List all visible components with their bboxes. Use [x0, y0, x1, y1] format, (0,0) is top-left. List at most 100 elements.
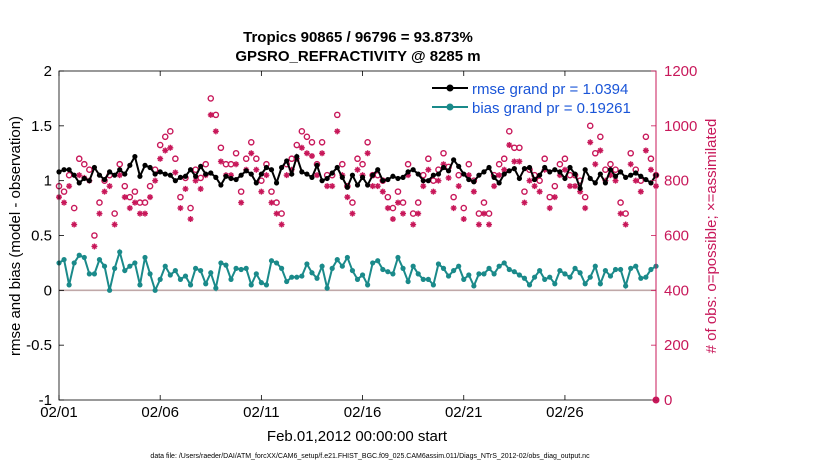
bias-marker — [370, 260, 376, 266]
bias-marker — [415, 271, 421, 277]
possible-marker — [455, 171, 462, 179]
rmse-marker — [228, 175, 234, 182]
possible-marker — [70, 204, 78, 212]
bias-marker — [537, 267, 543, 274]
bias-marker — [461, 276, 467, 282]
bias-marker — [562, 271, 568, 277]
bias-marker — [623, 283, 629, 289]
bias-marker — [299, 273, 305, 279]
possible-marker — [177, 193, 184, 201]
possible-marker — [60, 188, 68, 195]
rmse-marker — [476, 172, 482, 178]
possible-marker — [80, 160, 88, 168]
possible-marker — [440, 149, 447, 157]
rmse-marker — [445, 168, 452, 174]
bias-marker — [607, 273, 614, 279]
rmse-marker — [284, 158, 290, 164]
assimilated-marker — [587, 139, 594, 146]
bias-marker — [91, 271, 98, 277]
possible-marker — [394, 188, 402, 195]
footnote: data file: /Users/raeder/DAI/ATM_forcXX/… — [150, 453, 590, 460]
bias-marker — [506, 266, 512, 273]
bias-marker — [597, 281, 603, 287]
rmse-marker — [390, 173, 396, 179]
rmse-marker — [385, 176, 391, 183]
assimilated-marker — [308, 152, 315, 159]
bias-marker — [531, 274, 538, 280]
rmse-marker — [177, 174, 184, 180]
assimilated-marker — [126, 205, 133, 212]
bias-marker — [516, 272, 522, 278]
assimilated-marker — [410, 221, 417, 228]
assimilated-marker — [147, 194, 154, 201]
possible-marker — [541, 155, 548, 163]
assimilated-marker — [384, 205, 391, 212]
bias-marker — [122, 267, 128, 274]
possible-marker — [131, 188, 139, 195]
bias-marker — [587, 274, 593, 280]
bias-marker — [117, 249, 123, 255]
possible-marker — [505, 128, 513, 135]
rmse-marker — [198, 163, 204, 170]
assimilated-marker — [212, 128, 219, 135]
assimilated-marker — [415, 210, 422, 217]
possible-marker — [339, 160, 346, 168]
rmse-marker — [496, 180, 502, 186]
rmse-marker — [238, 172, 244, 178]
x-tick-label: 02/16 — [344, 404, 382, 421]
bias-marker — [501, 260, 507, 266]
possible-marker — [247, 138, 255, 146]
rmse-marker — [354, 182, 361, 188]
assimilated-marker — [622, 221, 629, 228]
bias-marker — [329, 265, 335, 271]
rmse-marker — [400, 174, 406, 180]
x-axis: 02/01 02/06 02/11 02/16 02/21 02/26 — [40, 71, 584, 421]
bias-marker — [279, 265, 285, 271]
assimilated-marker — [394, 199, 401, 206]
bias-marker — [71, 260, 77, 266]
rmse-marker — [157, 169, 163, 175]
bias-marker — [238, 266, 244, 273]
possible-marker — [349, 199, 356, 206]
possible-marker — [217, 144, 225, 152]
bias-marker — [187, 282, 194, 288]
x-tick-label: 02/21 — [445, 404, 483, 421]
assimilated-marker — [501, 166, 508, 173]
bias-marker — [81, 254, 87, 261]
possible-marker — [384, 193, 392, 201]
rmse-marker — [243, 168, 249, 174]
rmse-marker — [344, 184, 350, 190]
bias-marker — [334, 257, 340, 263]
bias-marker — [451, 267, 457, 274]
bias-marker — [284, 278, 290, 285]
assimilated-marker — [248, 150, 255, 157]
rmse-marker — [76, 180, 82, 186]
bias-marker — [481, 271, 487, 277]
rmse-marker — [294, 153, 300, 160]
possible-marker — [156, 141, 164, 149]
rmse-marker — [71, 172, 77, 178]
possible-marker — [242, 155, 250, 163]
assimilated-marker — [430, 188, 437, 195]
rmse-marker — [117, 167, 123, 173]
bias-marker — [324, 285, 330, 291]
possible-marker — [480, 199, 488, 206]
assimilated-marker — [531, 183, 538, 190]
bias-marker — [193, 265, 199, 271]
possible-marker — [521, 188, 528, 195]
bias-marker — [552, 281, 558, 287]
assimilated-marker — [258, 188, 265, 195]
rmse-marker — [96, 172, 103, 178]
bias-marker — [309, 270, 315, 276]
possible-marker — [364, 138, 371, 146]
assimilated-marker — [561, 166, 568, 173]
assimilated-marker — [192, 177, 199, 184]
assimilated-marker — [349, 210, 356, 217]
possible-marker — [556, 160, 564, 168]
assimilated-marker — [162, 147, 169, 154]
bias-marker — [445, 273, 452, 279]
assimilated-marker — [612, 177, 619, 184]
possible-marker — [404, 160, 412, 168]
bias-marker — [268, 258, 275, 264]
